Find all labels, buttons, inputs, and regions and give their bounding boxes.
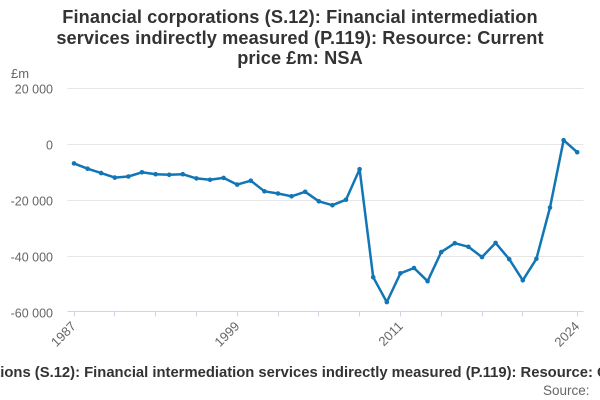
svg-text:-20 000: -20 000 <box>11 195 53 209</box>
svg-text:-40 000: -40 000 <box>11 251 53 265</box>
svg-text:£m: £m <box>11 66 29 81</box>
svg-text:0: 0 <box>46 139 53 153</box>
svg-text:2024: 2024 <box>551 319 582 350</box>
svg-text:1999: 1999 <box>211 319 242 350</box>
svg-text:20 000: 20 000 <box>15 83 53 97</box>
svg-text:1987: 1987 <box>48 319 79 350</box>
svg-text:2011: 2011 <box>375 319 405 349</box>
svg-text:-60 000: -60 000 <box>11 307 53 321</box>
